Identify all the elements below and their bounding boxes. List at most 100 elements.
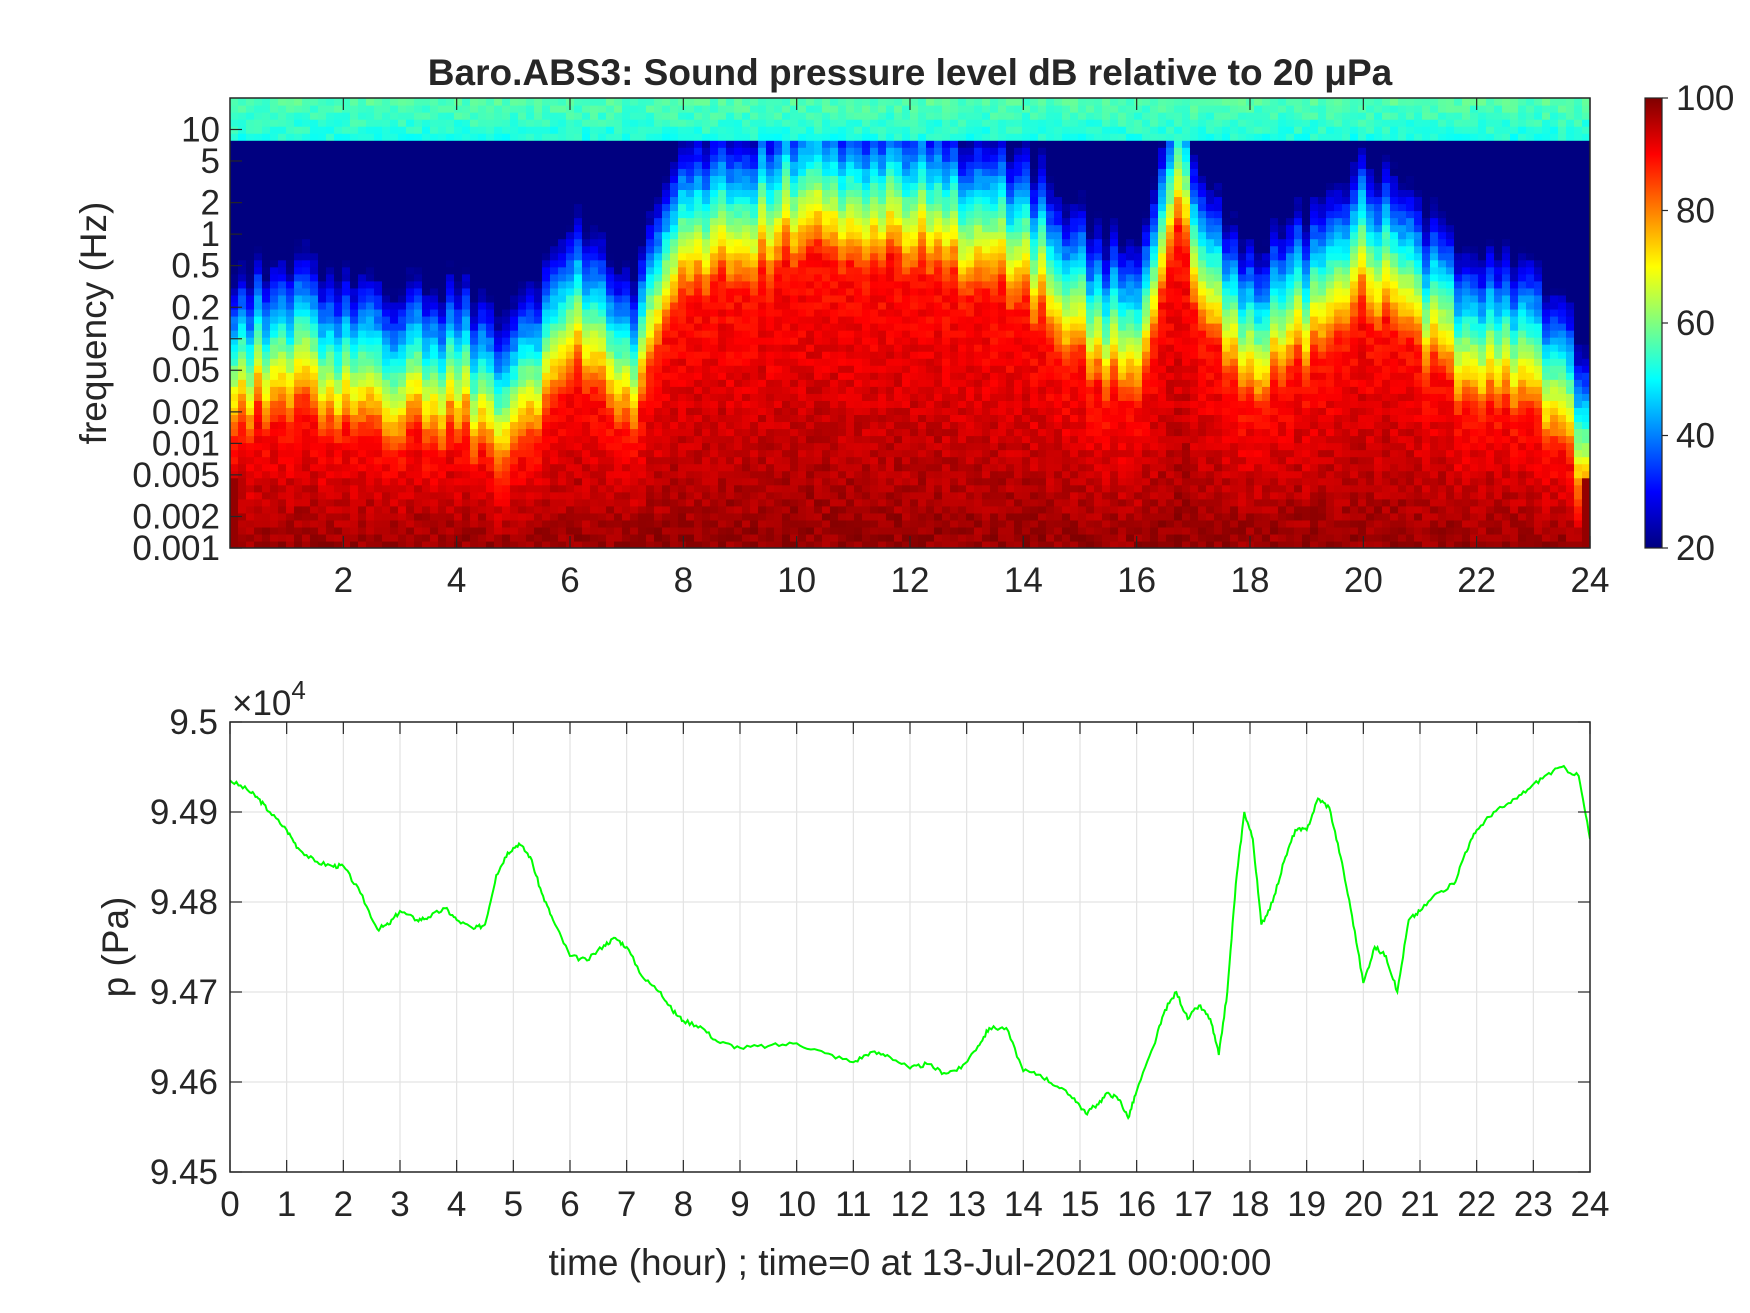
heatmap-cell bbox=[838, 119, 847, 127]
heatmap-cell bbox=[302, 182, 311, 191]
heatmap-cell bbox=[534, 238, 543, 247]
heatmap-cell bbox=[374, 217, 383, 226]
heatmap-cell bbox=[462, 259, 471, 268]
heatmap-cell bbox=[702, 400, 711, 408]
heatmap-cell bbox=[382, 519, 391, 528]
heatmap-cell bbox=[822, 477, 831, 486]
heatmap-cell bbox=[454, 308, 463, 317]
heatmap-cell bbox=[494, 386, 503, 394]
heatmap-cell bbox=[710, 266, 719, 275]
heatmap-cell bbox=[638, 245, 647, 254]
heatmap-cell bbox=[262, 358, 271, 366]
heatmap-cell bbox=[534, 365, 543, 373]
heatmap-cell bbox=[510, 203, 519, 212]
heatmap-cell bbox=[718, 105, 727, 113]
heatmap-cell bbox=[734, 294, 743, 303]
heatmap-cell bbox=[662, 112, 671, 120]
heatmap-cell bbox=[710, 456, 719, 465]
heatmap-cell bbox=[238, 533, 247, 542]
heatmap-cell bbox=[782, 224, 791, 233]
heatmap-cell bbox=[678, 112, 687, 120]
heatmap-cell bbox=[582, 259, 591, 268]
heatmap-cell bbox=[278, 456, 287, 465]
heatmap-cell bbox=[382, 337, 391, 345]
heatmap-cell bbox=[246, 540, 255, 548]
heatmap-cell bbox=[342, 266, 351, 275]
heatmap-cell bbox=[446, 435, 455, 444]
heatmap-cell bbox=[310, 407, 319, 416]
heatmap-cell bbox=[446, 379, 455, 387]
heatmap-cell bbox=[798, 238, 807, 247]
heatmap-cell bbox=[838, 98, 847, 106]
heatmap-cell bbox=[494, 252, 503, 261]
heatmap-cell bbox=[718, 161, 727, 169]
heatmap-cell bbox=[294, 161, 303, 169]
heatmap-cell bbox=[846, 308, 855, 317]
heatmap-cell bbox=[470, 505, 479, 514]
heatmap-cell bbox=[406, 189, 415, 198]
heatmap-cell bbox=[790, 421, 799, 430]
heatmap-cell bbox=[470, 393, 479, 401]
heatmap-cell bbox=[446, 280, 455, 289]
heatmap-cell bbox=[758, 154, 767, 162]
heatmap-cell bbox=[486, 330, 495, 338]
heatmap-cell bbox=[550, 337, 559, 345]
heatmap-cell bbox=[486, 540, 495, 548]
heatmap-cell bbox=[806, 407, 815, 416]
heatmap-cell bbox=[454, 365, 463, 373]
heatmap-cell bbox=[710, 512, 719, 521]
heatmap-cell bbox=[582, 231, 591, 240]
heatmap-cell bbox=[278, 526, 287, 535]
heatmap-cell bbox=[558, 526, 567, 535]
heatmap-cell bbox=[590, 323, 599, 331]
heatmap-cell bbox=[374, 203, 383, 212]
heatmap-cell bbox=[814, 393, 823, 401]
heatmap-cell bbox=[750, 259, 759, 268]
heatmap-cell bbox=[334, 175, 343, 183]
heatmap-cell bbox=[310, 365, 319, 373]
heatmap-cell bbox=[526, 98, 535, 106]
heatmap-cell bbox=[670, 358, 679, 366]
heatmap-cell bbox=[278, 259, 287, 268]
heatmap-cell bbox=[750, 526, 759, 535]
heatmap-cell bbox=[510, 463, 519, 472]
heatmap-cell bbox=[566, 287, 575, 296]
heatmap-cell bbox=[342, 484, 351, 493]
heatmap-cell bbox=[846, 449, 855, 458]
heatmap-cell bbox=[422, 161, 431, 169]
heatmap-cell bbox=[262, 161, 271, 169]
heatmap-cell bbox=[606, 435, 615, 444]
heatmap-cell bbox=[390, 477, 399, 486]
heatmap-cell bbox=[278, 442, 287, 451]
heatmap-cell bbox=[294, 400, 303, 408]
heatmap-cell bbox=[798, 133, 807, 141]
heatmap-cell bbox=[790, 414, 799, 423]
heatmap-cell bbox=[726, 112, 735, 120]
heatmap-cell bbox=[350, 456, 359, 465]
heatmap-cell bbox=[678, 442, 687, 451]
heatmap-cell bbox=[262, 435, 271, 444]
heatmap-cell bbox=[542, 315, 551, 324]
heatmap-cell bbox=[390, 224, 399, 233]
heatmap-cell bbox=[510, 323, 519, 331]
heatmap-cell bbox=[566, 203, 575, 212]
heatmap-cell bbox=[414, 540, 423, 548]
heatmap-cell bbox=[670, 477, 679, 486]
heatmap-cell bbox=[542, 266, 551, 275]
heatmap-cell bbox=[446, 365, 455, 373]
heatmap-cell bbox=[846, 140, 855, 148]
heatmap-cell bbox=[254, 330, 263, 338]
heatmap-cell bbox=[246, 217, 255, 226]
heatmap-cell bbox=[742, 182, 751, 191]
heatmap-cell bbox=[782, 386, 791, 394]
heatmap-cell bbox=[342, 294, 351, 303]
heatmap-cell bbox=[526, 315, 535, 324]
heatmap-cell bbox=[614, 259, 623, 268]
heatmap-cell bbox=[614, 323, 623, 331]
heatmap-cell bbox=[502, 421, 511, 430]
heatmap-cell bbox=[694, 238, 703, 247]
heatmap-cell bbox=[542, 126, 551, 134]
heatmap-cell bbox=[590, 294, 599, 303]
heatmap-cell bbox=[414, 252, 423, 261]
heatmap-cell bbox=[766, 147, 775, 155]
